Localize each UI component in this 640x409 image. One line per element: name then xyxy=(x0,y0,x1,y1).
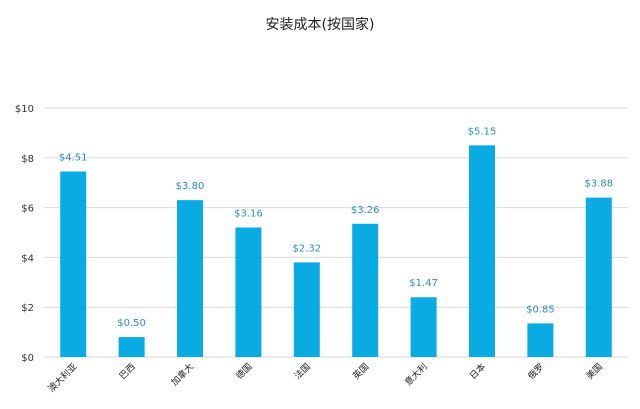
data-label: $1.47 xyxy=(409,278,438,289)
bar xyxy=(293,262,320,357)
bar xyxy=(235,227,262,357)
x-tick-label: 加拿大 xyxy=(169,361,197,389)
data-label: $3.16 xyxy=(234,209,263,220)
x-tick-label: 法国 xyxy=(292,361,313,382)
y-tick-label: $4 xyxy=(21,253,34,264)
bar xyxy=(410,297,437,357)
data-label: $3.88 xyxy=(584,179,613,190)
x-tick-label: 俄罗 xyxy=(525,361,546,382)
data-label: $2.32 xyxy=(292,243,321,254)
x-tick-label: 英国 xyxy=(350,361,371,382)
data-label: $3.80 xyxy=(176,181,205,192)
x-tick-label: 日本 xyxy=(467,361,488,382)
bar xyxy=(527,323,554,357)
data-label: $3.26 xyxy=(351,205,380,216)
bar xyxy=(585,197,612,357)
x-tick-label: 美国 xyxy=(584,361,605,382)
chart-title: 安装成本(按国家) xyxy=(265,17,375,33)
x-tick-label: 澳大利亚 xyxy=(45,361,79,395)
bars xyxy=(60,145,612,357)
data-labels: $4.51 $0.50 $3.80 $3.16 $2.32 $3.26 $1.47 $5.15… xyxy=(59,126,613,329)
data-label: $4.51 xyxy=(59,152,88,163)
x-tick-label: 德国 xyxy=(233,361,254,382)
x-tick-label: 意大利 xyxy=(402,361,430,389)
bar xyxy=(177,200,203,357)
data-label: $5.15 xyxy=(468,126,497,137)
data-label: $0.85 xyxy=(526,304,555,315)
bar xyxy=(60,171,87,357)
y-tick-label: $0 xyxy=(21,353,34,364)
bar xyxy=(118,337,145,357)
y-axis: $0 $2 $4 $6 $8 $10 xyxy=(15,104,34,364)
y-tick-label: $2 xyxy=(21,303,34,314)
x-tick-label: 巴西 xyxy=(117,361,138,382)
data-label: $0.50 xyxy=(117,318,146,329)
bar xyxy=(469,145,495,357)
x-axis: 澳大利亚 巴西 加拿大 德国 法国 英国 意大利 日本 俄罗 美国 xyxy=(45,361,605,395)
bar xyxy=(352,223,379,357)
y-tick-label: $10 xyxy=(15,104,34,115)
y-tick-label: $8 xyxy=(21,154,34,165)
y-tick-label: $6 xyxy=(21,204,34,215)
